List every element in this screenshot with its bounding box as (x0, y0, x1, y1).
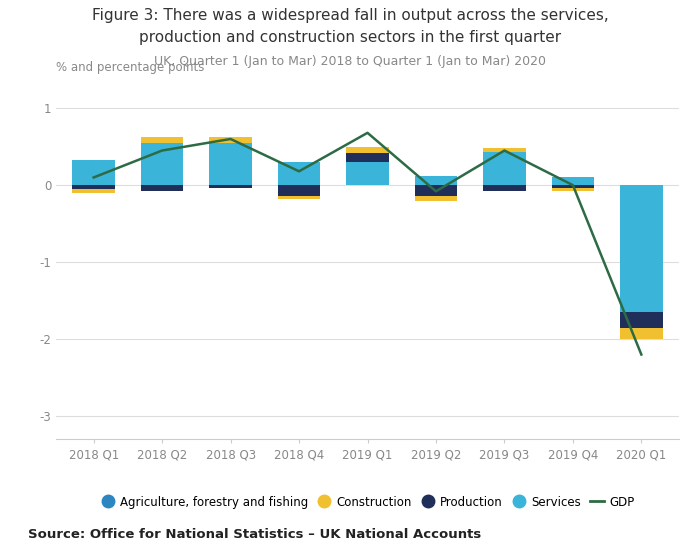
Bar (346, 148, 389, 153)
Text: Source: Office for National Statistics – UK National Accounts: Source: Office for National Statistics –… (28, 528, 482, 541)
Bar (620, 312, 663, 328)
Bar (278, 196, 321, 199)
Bar (209, 185, 252, 188)
Bar (552, 185, 594, 188)
Legend: Agriculture, forestry and fishing, Construction, Production, Services, GDP: Agriculture, forestry and fishing, Const… (96, 491, 639, 513)
Bar (620, 328, 663, 339)
Bar (414, 196, 457, 201)
Bar (414, 185, 457, 196)
Bar (209, 137, 252, 143)
Bar (620, 185, 663, 312)
Bar (141, 137, 183, 143)
Bar (72, 160, 115, 185)
Bar (346, 162, 389, 185)
Bar (552, 177, 594, 185)
Bar (483, 148, 526, 152)
Bar (209, 143, 252, 185)
Text: % and percentage points: % and percentage points (56, 61, 204, 75)
Bar (552, 188, 594, 191)
Bar (72, 185, 115, 189)
Bar (346, 153, 389, 162)
Text: production and construction sectors in the first quarter: production and construction sectors in t… (139, 30, 561, 45)
Bar (414, 176, 457, 185)
Bar (141, 185, 183, 192)
Bar (278, 185, 321, 196)
Text: UK, Quarter 1 (Jan to Mar) 2018 to Quarter 1 (Jan to Mar) 2020: UK, Quarter 1 (Jan to Mar) 2018 to Quart… (154, 55, 546, 68)
Bar (72, 189, 115, 193)
Bar (483, 185, 526, 192)
Bar (141, 143, 183, 185)
Bar (278, 162, 321, 185)
Text: Figure 3: There was a widespread fall in output across the services,: Figure 3: There was a widespread fall in… (92, 8, 608, 23)
Bar (483, 152, 526, 185)
